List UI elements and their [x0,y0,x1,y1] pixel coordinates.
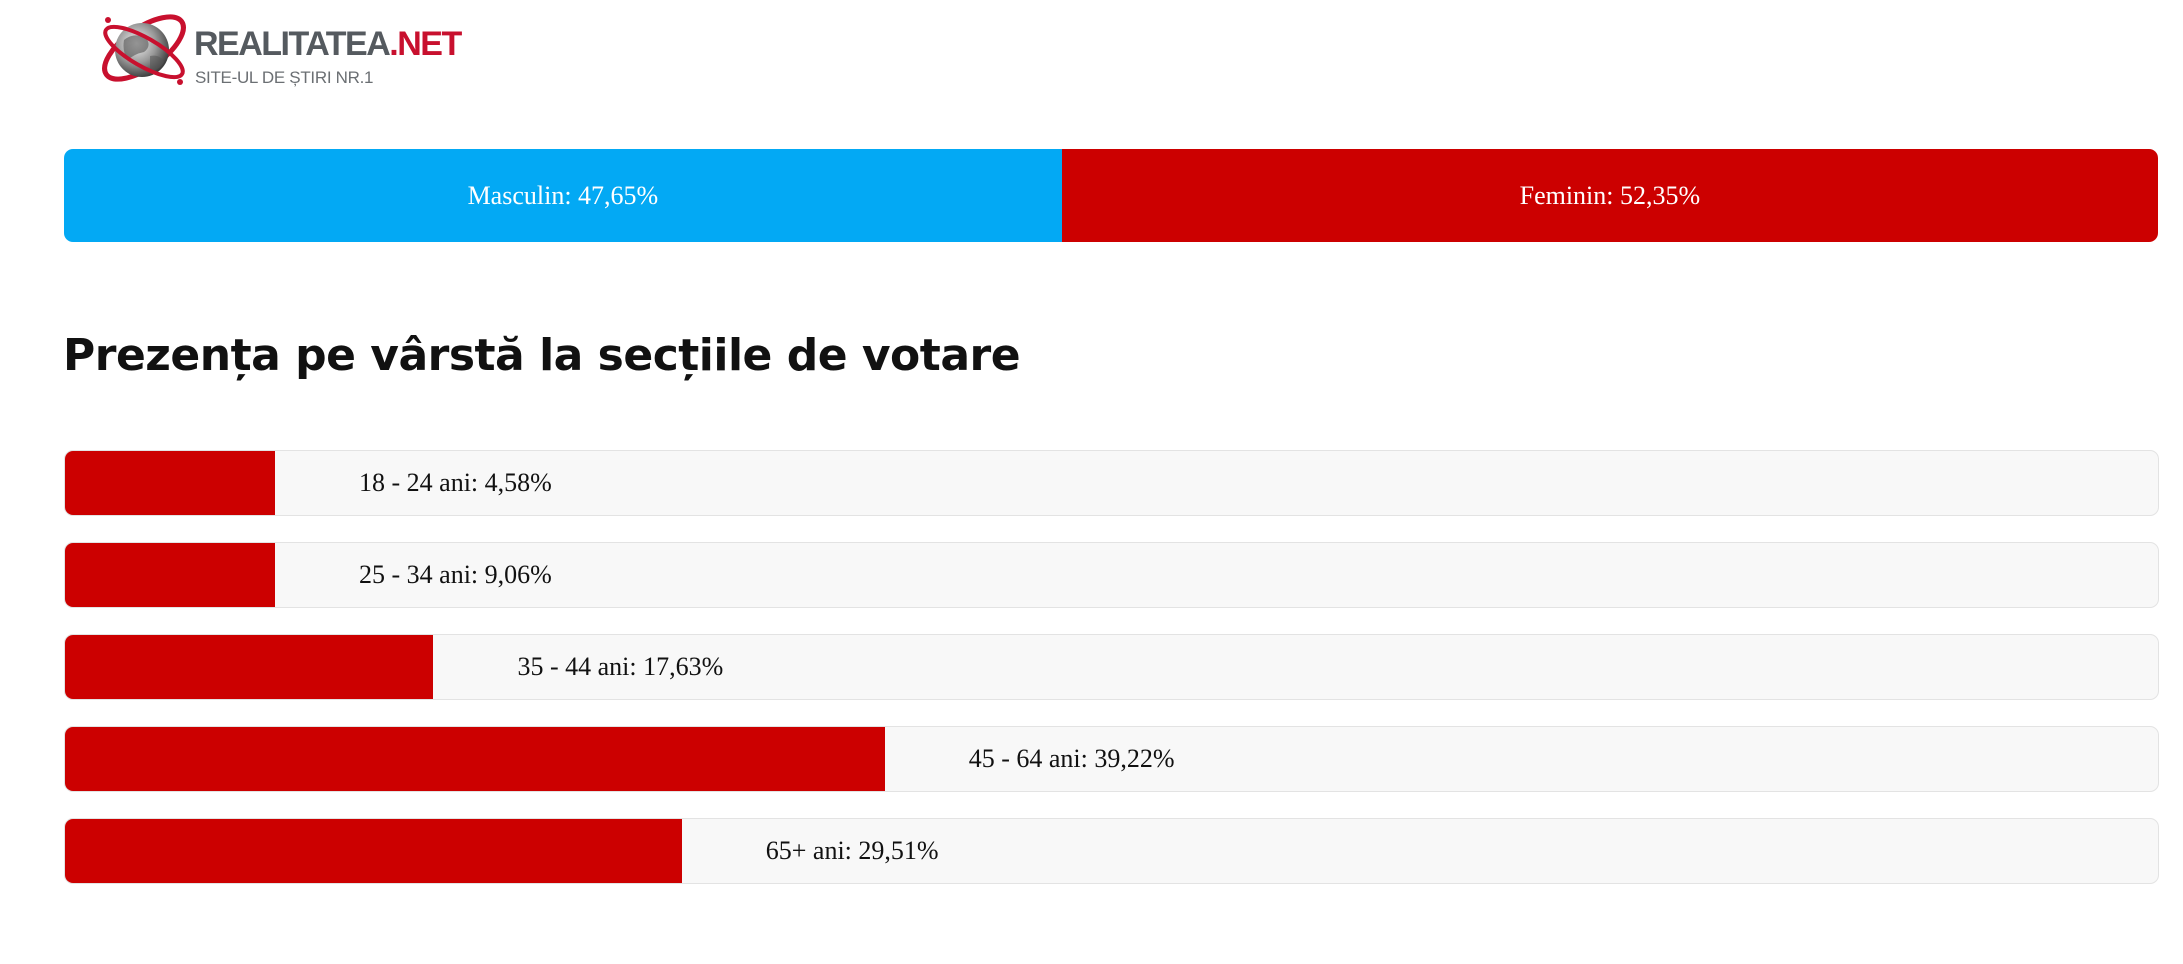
age-bar-row: 65+ ani: 29,51% [64,818,2159,884]
age-bar-label: 18 - 24 ani: 4,58% [359,468,552,497]
age-bar-label: 45 - 64 ani: 39,22% [968,744,1175,773]
age-bar-row: 25 - 34 ani: 9,06% [64,542,2159,608]
age-bar-row: 45 - 64 ani: 39,22% [64,726,2159,792]
age-bar-label: 65+ ani: 29,51% [765,836,939,865]
logo-name-main: REALITATEA [194,25,391,63]
gender-bar: Masculin: 47,65% Feminin: 52,35% [64,149,2158,242]
age-bar-list: 18 - 24 ani: 4,58% 25 - 34 ani: 9,06% 35 -… [64,450,2159,910]
age-bar-row: 18 - 24 ani: 4,58% [64,450,2159,516]
globe-logo-icon [102,14,186,85]
logo-name-suffix: .NET [389,25,462,63]
age-bar-fill [65,727,885,791]
gender-segment-female: Feminin: 52,35% [1061,149,2158,242]
age-bar-fill [65,635,434,699]
age-bar-label: 35 - 44 ani: 17,63% [517,652,724,681]
age-bar-fill [65,451,275,515]
age-section-heading: Prezența pe vârstă la secțiile de votare [63,330,1021,381]
logo-wordmark: REALITATEA.NET [194,25,462,63]
age-bar-label: 25 - 34 ani: 9,06% [359,560,552,589]
gender-segment-male: Masculin: 47,65% [64,149,1062,242]
age-bar-fill [65,819,682,883]
logo-tagline: SITE-UL DE ȘTIRI NR.1 [195,68,374,87]
site-logo[interactable]: REALITATEA.NET SITE-UL DE ȘTIRI NR.1 [94,2,462,94]
age-bar-row: 35 - 44 ani: 17,63% [64,634,2159,700]
age-bar-fill [65,543,275,607]
